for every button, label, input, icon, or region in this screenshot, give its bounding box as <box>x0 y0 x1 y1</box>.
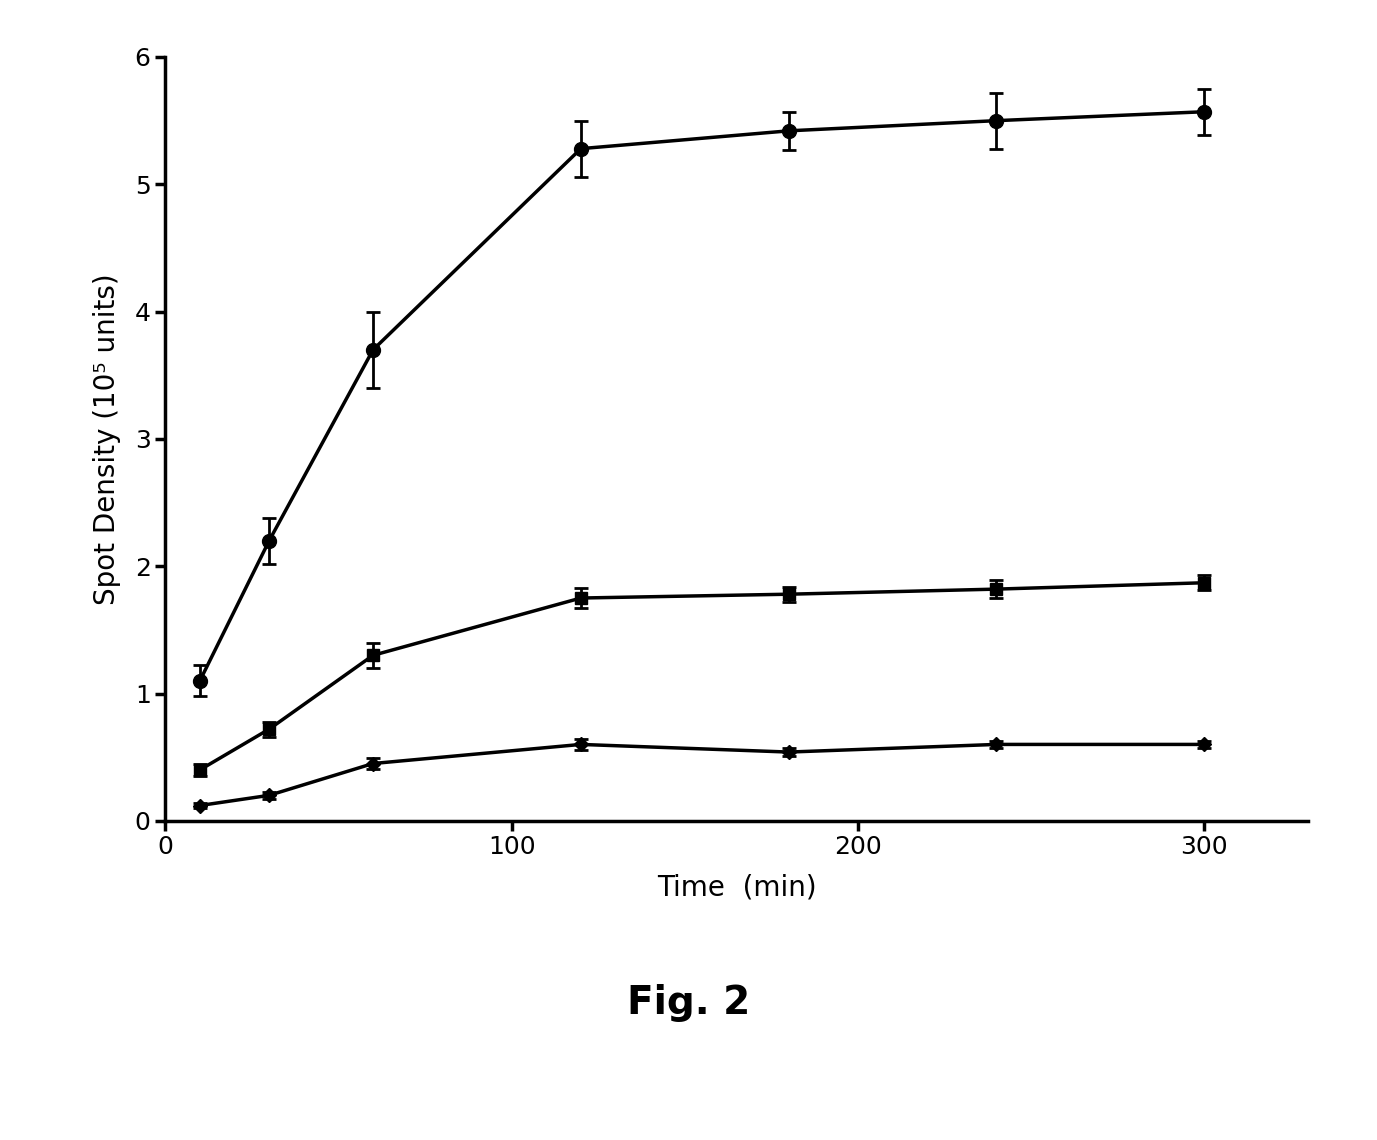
X-axis label: Time  (min): Time (min) <box>657 873 817 902</box>
Y-axis label: Spot Density (10⁵ units): Spot Density (10⁵ units) <box>92 274 121 604</box>
Text: Fig. 2: Fig. 2 <box>627 984 750 1023</box>
